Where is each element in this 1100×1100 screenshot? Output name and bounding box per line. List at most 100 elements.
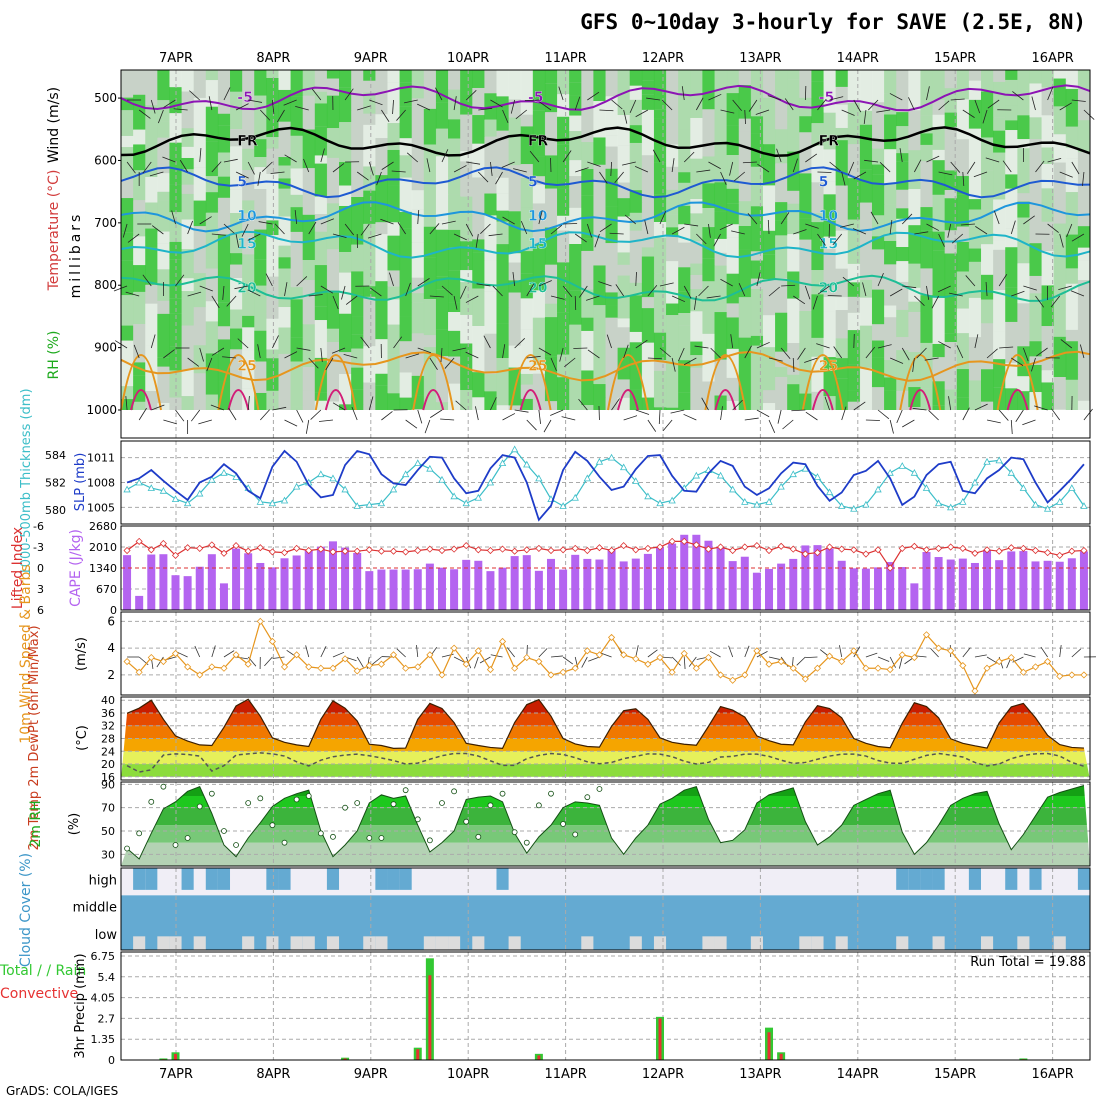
rh-cell (205, 106, 219, 142)
thickness-marker (619, 463, 628, 471)
rh-cell (605, 96, 619, 136)
wind-barb (351, 406, 358, 421)
lifted-index-marker (280, 549, 289, 557)
wind-barb (171, 210, 176, 225)
credit-label: GrADS: COLA/IGES (6, 1084, 119, 1098)
wind10m-barb (588, 656, 600, 662)
slp-axis-label: SLP (mb) (73, 453, 88, 512)
wind10m-marker (135, 668, 143, 676)
rh-cell (508, 345, 522, 368)
rh-cell (435, 102, 449, 129)
wind10m-barb (768, 656, 781, 661)
rh-cell (811, 81, 825, 124)
wind-barb (320, 148, 325, 163)
rh-cell (811, 222, 825, 271)
rh-cell (653, 310, 667, 333)
rh-cell (508, 292, 522, 308)
rh-cell (678, 205, 691, 225)
rh-cell (1077, 339, 1091, 375)
wind-barb (320, 285, 334, 294)
wind-barb (889, 220, 893, 235)
li-tick-label: -6 (33, 520, 44, 533)
rh-cell (629, 133, 643, 143)
wind10m-barb (441, 653, 454, 658)
rh-cell (181, 193, 195, 220)
rh-cell (1017, 263, 1030, 304)
wind10m-barb (671, 656, 681, 666)
rh-cell (1005, 70, 1018, 80)
rh-cell (666, 144, 679, 167)
rh-cell (460, 196, 473, 242)
wind-barb (529, 150, 540, 163)
cape-bar (389, 569, 398, 610)
rh-cell (242, 315, 255, 328)
rh-cell (678, 70, 691, 95)
day-label-bottom: 14APR (837, 1067, 879, 1082)
rh-cell (762, 97, 776, 145)
rh-cell (1065, 283, 1079, 330)
wind-barb (1035, 295, 1045, 308)
wind-barb (344, 223, 355, 236)
rh-cell (605, 135, 619, 147)
rh-cell (726, 203, 740, 225)
rh-cell (448, 119, 461, 139)
cape-bar (849, 568, 858, 610)
rh2m-marker (160, 783, 167, 790)
rh-cell (351, 151, 364, 188)
rh-cell (726, 377, 740, 389)
rh-cell (1041, 341, 1055, 371)
cape-bar (462, 559, 471, 610)
rh-cell (932, 250, 946, 298)
rh2m-marker (548, 790, 554, 797)
rh-cell (617, 252, 631, 265)
wind-barb (832, 233, 843, 246)
rh-cell (508, 117, 522, 166)
rh-cell (278, 188, 292, 217)
wind10m-barb (756, 651, 768, 658)
thickness-marker (886, 468, 894, 476)
rh-cell (399, 70, 413, 83)
rh-cell (762, 144, 776, 186)
rh-cell (738, 249, 752, 298)
wind-barb (805, 411, 818, 421)
wind-barb (515, 109, 528, 120)
thickness-marker (280, 496, 289, 504)
wind-barb (948, 396, 952, 411)
wind-barb (756, 272, 761, 287)
lifted-index-marker (147, 546, 155, 554)
day-label-top: 13APR (739, 51, 781, 66)
wind10m-marker (838, 657, 846, 666)
rh-cell (242, 70, 255, 90)
cape-tick-label: 0 (110, 604, 117, 617)
day-label-bottom: 7APR (159, 1067, 193, 1082)
isotherm-25-bump (509, 354, 552, 411)
thickness-marker (741, 498, 749, 505)
rh-cell (217, 302, 231, 327)
precip-tick-label: 1.35 (91, 1033, 116, 1046)
pressure-tick-label: 1000 (86, 403, 117, 417)
wind10m-barb (865, 652, 878, 658)
wind10m-marker (280, 663, 289, 671)
temp-band (121, 751, 1090, 765)
wind10m-barb (272, 656, 285, 659)
rh-cell (496, 358, 510, 406)
cloud-high-bar (1029, 868, 1042, 890)
rh-cell (702, 109, 716, 157)
rh-cell (496, 323, 510, 359)
cape-bar (486, 571, 495, 610)
rh-cell (1065, 70, 1079, 89)
wind-barb (738, 283, 746, 297)
wind-barb (417, 409, 423, 424)
wind10m-marker (547, 671, 555, 679)
wind-barb (125, 396, 128, 411)
lifted-index-marker (498, 545, 507, 553)
rh-cell (993, 249, 1006, 290)
wind-barb (965, 275, 976, 287)
rh-cell (617, 327, 631, 348)
rh-cell (278, 307, 292, 328)
rh-cell (738, 118, 752, 132)
wind-barb (622, 161, 636, 166)
wind10m-barb (416, 645, 419, 658)
rh-cell (278, 397, 292, 410)
wind-barb (564, 357, 576, 368)
